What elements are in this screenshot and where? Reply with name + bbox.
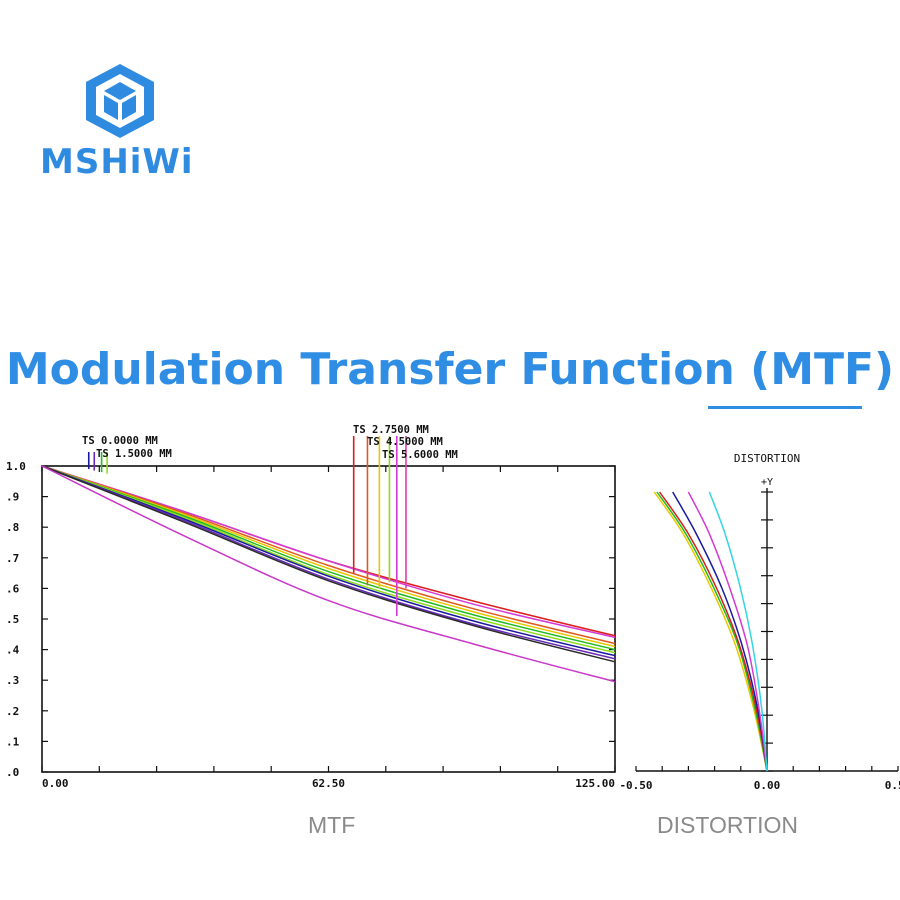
distortion-chart-title: DISTORTION: [734, 452, 800, 465]
mtf-ticks: [41, 465, 616, 773]
mtf-x-tick-label: 62.50: [312, 777, 345, 790]
distortion-series-line: [658, 491, 768, 772]
distortion-series-line: [672, 491, 768, 772]
mtf-series-line: [41, 465, 616, 657]
mtf-y-tick-label: .7: [6, 552, 19, 565]
mtf-plot-frame: [41, 465, 616, 773]
mtf-y-tick-label: .8: [6, 521, 19, 534]
mtf-legend-entry: TS 0.0000 MM: [82, 435, 158, 447]
cube-logo-icon: [86, 64, 154, 138]
mtf-y-tick-label: 1.0: [6, 460, 26, 473]
mtf-x-tick-label: 0.00: [42, 777, 69, 790]
mtf-x-tick-label: 125.00: [575, 777, 615, 790]
mtf-series-group: [41, 465, 616, 683]
page-title: Modulation Transfer Function (MTF): [5, 344, 895, 395]
mtf-series-line: [41, 465, 616, 637]
distortion-x-tick-label: -0.50: [619, 779, 652, 792]
mtf-y-tick-label: .4: [6, 644, 20, 657]
mtf-series-line: [41, 465, 616, 648]
mtf-markers-group: [87, 436, 407, 616]
mtf-y-tick-labels: .0 .1 .2 .3 .4 .5 .6 .7 .8 .9 1.0: [6, 460, 26, 779]
mtf-y-tick-label: .6: [6, 582, 20, 595]
distortion-x-tick-label: 0.00: [754, 779, 781, 792]
mtf-y-tick-label: .5: [6, 613, 19, 626]
mtf-series-line: [41, 465, 616, 663]
distortion-series-line: [653, 491, 768, 772]
mtf-caption: MTF: [308, 812, 356, 838]
mtf-x-tick-labels: 0.00 62.50 125.00: [42, 777, 615, 790]
distortion-x-tick-labels: -0.50 0.00 0.50: [619, 779, 900, 792]
mtf-series-line: [41, 465, 616, 639]
mtf-legend-entry: TS 2.7500 MM: [353, 424, 429, 436]
mtf-y-tick-label: .1: [6, 735, 20, 748]
distortion-caption: DISTORTION: [657, 812, 798, 838]
mtf-y-tick-label: .3: [6, 674, 19, 687]
distortion-series-group: [653, 491, 768, 772]
mtf-legend-entry: TS 4.5000 MM: [367, 436, 443, 448]
mtf-y-tick-label: .2: [6, 705, 19, 718]
mtf-legend-entry: TS 1.5000 MM: [96, 448, 172, 460]
distortion-axis-label: +Y: [761, 477, 773, 488]
mtf-y-tick-label: .9: [6, 491, 19, 504]
distortion-series-line: [687, 491, 768, 772]
distortion-series-line: [656, 491, 768, 772]
distortion-x-tick-label: 0.50: [885, 779, 900, 792]
mtf-series-line: [41, 465, 616, 651]
distortion-axes: [635, 488, 899, 772]
distortion-series-line: [708, 491, 768, 772]
brand-logo: MSHiWi: [40, 62, 210, 182]
brand-name: MSHiWi: [40, 142, 194, 182]
mtf-series-line: [41, 465, 616, 660]
mtf-y-tick-label: .0: [6, 766, 19, 779]
mtf-series-line: [41, 465, 616, 683]
mtf-series-line: [41, 465, 616, 645]
mtf-series-line: [41, 465, 616, 654]
title-underline: [708, 406, 862, 409]
mtf-legend-entry: TS 5.6000 MM: [382, 449, 458, 461]
